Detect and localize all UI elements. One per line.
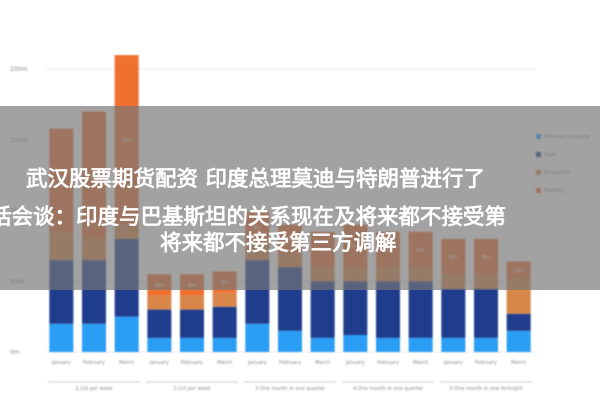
bar-segment [408,337,433,352]
bar-segment [408,281,433,338]
y-tick-label: 200m [10,66,27,73]
x-tick-label: March [119,360,134,366]
bar-segment [147,337,172,352]
bar-segment [474,288,498,338]
x-axis-labels: January February March January February March… [51,360,526,366]
bar-segment [180,337,204,352]
bar-segment [474,337,498,352]
group-label: 3.One month in one quarter [255,386,326,392]
bar-segment [441,288,466,338]
headline-line-1: 武汉股票期货配资 印度总理莫迪与特朗普进行了 [26,167,485,192]
x-tick-label: January [345,360,365,366]
bar-segment [180,309,204,338]
x-tick-label: February [377,360,399,366]
bar-segment [245,323,270,352]
bar-segment [506,313,531,331]
bar-segment [114,316,139,352]
group-label: 1.Ltd per week [75,386,112,392]
group-label: 5.One month in one fortnight [449,386,522,392]
headline-line-2: 话会谈：印度与巴基斯坦的关系现在及将来都不接受第 [0,205,507,230]
bar-segment [441,337,466,352]
bar-segment [376,337,400,352]
group-label: 4.One month in one quarter [353,386,424,392]
x-tick-label: February [279,360,301,366]
x-tick-label: January [247,360,267,366]
headline-overlay: 武汉股票期货配资 印度总理莫迪与特朗普进行了 话会谈：印度与巴基斯坦的关系现在及… [0,106,600,290]
bar-segment [212,337,237,352]
bar-segment [212,306,237,338]
x-tick-label: March [413,360,428,366]
x-tick-label: March [217,360,232,366]
bar-segment [212,292,237,307]
bar-segment [310,337,335,352]
bar-segment [343,281,368,336]
x-tick-label: January [443,360,463,366]
bar-segment [49,323,74,352]
x-tick-label: January [51,360,71,366]
headline-line-3: 将来都不接受第三方调解 [160,231,397,256]
bar-segment [343,335,368,352]
x-tick-label: March [511,360,526,366]
bar-segment [278,330,302,352]
bar-segment [376,281,400,338]
x-tick-label: March [315,360,330,366]
bar-segment [147,295,172,310]
y-tick-label: 0m [10,349,20,356]
group-label: 2.Ltd per week [173,386,210,392]
x-tick-label: February [181,360,203,366]
bar-segment [506,330,531,352]
bar-segment [180,295,204,310]
bar-segment [310,281,335,338]
x-tick-label: January [149,360,169,366]
bar-segment [147,309,172,338]
group-labels: 1.Ltd per week 2.Ltd per week 3.One month … [48,381,532,392]
bar-segment [82,323,106,352]
x-tick-label: February [83,360,105,366]
x-tick-label: February [475,360,497,366]
